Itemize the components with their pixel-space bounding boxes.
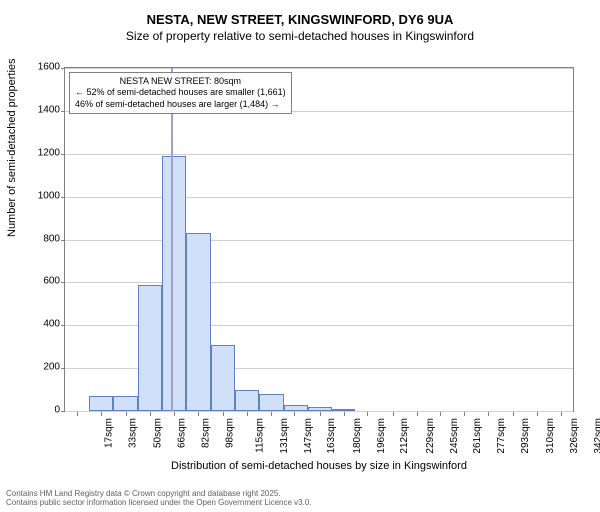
ytick-label: 800 xyxy=(24,233,60,244)
histogram-bar xyxy=(259,394,284,411)
histogram-bar xyxy=(113,396,138,411)
histogram-bar xyxy=(235,390,259,411)
chart-title: NESTA, NEW STREET, KINGSWINFORD, DY6 9UA xyxy=(0,12,600,27)
gridline xyxy=(65,68,573,69)
y-axis-label: Number of semi-detached properties xyxy=(6,58,18,237)
ytick-label: 400 xyxy=(24,319,60,330)
xtick-mark xyxy=(513,412,514,416)
gridline xyxy=(65,154,573,155)
footer-line: Contains HM Land Registry data © Crown c… xyxy=(6,489,312,499)
plot-area: NESTA NEW STREET: 80sqm ← 52% of semi-de… xyxy=(64,67,574,412)
ytick-label: 1400 xyxy=(24,104,60,115)
ytick-mark xyxy=(61,325,65,326)
ytick-mark xyxy=(61,197,65,198)
ytick-mark xyxy=(61,411,65,412)
xtick-mark xyxy=(344,412,345,416)
ytick-mark xyxy=(61,154,65,155)
ytick-mark xyxy=(61,68,65,69)
histogram-bar xyxy=(186,233,211,411)
xtick-label: 245sqm xyxy=(449,418,460,454)
xtick-mark xyxy=(247,412,248,416)
xtick-mark xyxy=(440,412,441,416)
xtick-mark xyxy=(464,412,465,416)
xtick-label: 293sqm xyxy=(520,418,531,454)
ytick-mark xyxy=(61,282,65,283)
xtick-label: 342sqm xyxy=(593,418,600,454)
xtick-mark xyxy=(198,412,199,416)
histogram-bar xyxy=(89,396,113,411)
xtick-mark xyxy=(393,412,394,416)
xtick-label: 212sqm xyxy=(399,418,410,454)
ytick-label: 1600 xyxy=(24,62,60,73)
ytick-label: 0 xyxy=(24,405,60,416)
xtick-mark xyxy=(320,412,321,416)
xtick-label: 50sqm xyxy=(153,418,164,448)
xtick-label: 180sqm xyxy=(352,418,363,454)
annotation-line: ← 52% of semi-detached houses are smalle… xyxy=(75,87,286,98)
xtick-label: 229sqm xyxy=(425,418,436,454)
xtick-mark xyxy=(488,412,489,416)
annotation-line: 46% of semi-detached houses are larger (… xyxy=(75,99,286,110)
ytick-label: 1200 xyxy=(24,147,60,158)
histogram-bar xyxy=(332,409,356,411)
xtick-label: 131sqm xyxy=(279,418,290,454)
xtick-label: 33sqm xyxy=(127,418,138,448)
xtick-mark xyxy=(101,412,102,416)
gridline xyxy=(65,197,573,198)
xtick-mark xyxy=(367,412,368,416)
annotation-box: NESTA NEW STREET: 80sqm ← 52% of semi-de… xyxy=(69,72,292,114)
xtick-mark xyxy=(417,412,418,416)
xtick-mark xyxy=(223,412,224,416)
xtick-mark xyxy=(126,412,127,416)
xtick-mark xyxy=(271,412,272,416)
histogram-bar xyxy=(138,285,162,411)
x-axis-label: Distribution of semi-detached houses by … xyxy=(64,460,574,472)
chart-subtitle: Size of property relative to semi-detach… xyxy=(0,29,600,43)
xtick-mark xyxy=(174,412,175,416)
xtick-label: 82sqm xyxy=(200,418,211,448)
xtick-label: 163sqm xyxy=(326,418,337,454)
histogram-bar xyxy=(308,407,332,411)
xtick-label: 98sqm xyxy=(224,418,235,448)
xtick-label: 147sqm xyxy=(303,418,314,454)
ytick-label: 200 xyxy=(24,362,60,373)
xtick-label: 66sqm xyxy=(176,418,187,448)
chart-container: NESTA, NEW STREET, KINGSWINFORD, DY6 9UA… xyxy=(0,12,600,512)
xtick-mark xyxy=(150,412,151,416)
xtick-label: 196sqm xyxy=(376,418,387,454)
annotation-line: NESTA NEW STREET: 80sqm xyxy=(75,76,286,87)
xtick-label: 310sqm xyxy=(545,418,556,454)
xtick-label: 115sqm xyxy=(254,418,265,453)
ytick-mark xyxy=(61,111,65,112)
xtick-label: 261sqm xyxy=(472,418,483,454)
histogram-bar xyxy=(211,345,235,411)
xtick-mark xyxy=(77,412,78,416)
ytick-mark xyxy=(61,368,65,369)
histogram-bar xyxy=(162,156,186,411)
xtick-mark xyxy=(561,412,562,416)
xtick-mark xyxy=(537,412,538,416)
xtick-mark xyxy=(294,412,295,416)
histogram-bar xyxy=(284,405,308,411)
footer-attribution: Contains HM Land Registry data © Crown c… xyxy=(6,489,312,508)
xtick-label: 277sqm xyxy=(496,418,507,454)
gridline xyxy=(65,240,573,241)
property-marker-line xyxy=(171,68,173,411)
xtick-label: 17sqm xyxy=(103,418,114,448)
gridline xyxy=(65,282,573,283)
ytick-label: 600 xyxy=(24,276,60,287)
ytick-mark xyxy=(61,240,65,241)
ytick-label: 1000 xyxy=(24,190,60,201)
xtick-label: 326sqm xyxy=(569,418,580,454)
